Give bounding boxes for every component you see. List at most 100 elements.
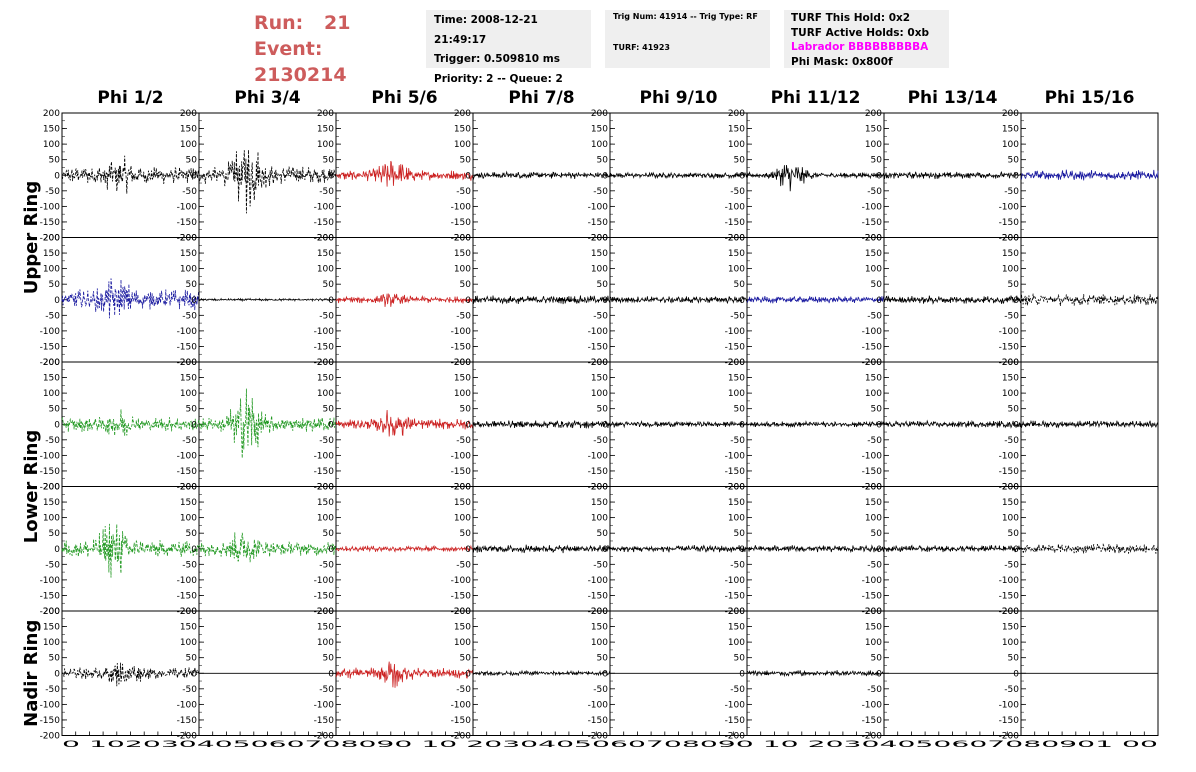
y-tick-label: -100 bbox=[40, 202, 61, 212]
y-tick-label: -200 bbox=[588, 234, 609, 244]
y-tick-label: 150 bbox=[317, 498, 334, 508]
y-tick-label: -50 bbox=[182, 560, 197, 570]
y-tick-label: 100 bbox=[591, 638, 608, 648]
y-tick-label: 0 bbox=[876, 296, 882, 306]
y-tick-label: -200 bbox=[177, 234, 198, 244]
y-tick-label: -50 bbox=[867, 187, 882, 197]
y-tick-label: 200 bbox=[180, 483, 197, 493]
y-tick-label: 100 bbox=[317, 140, 334, 150]
y-tick-label: 200 bbox=[728, 109, 745, 119]
y-tick-label: 0 bbox=[191, 296, 197, 306]
y-tick-label: 100 bbox=[865, 389, 882, 399]
y-tick-label: -200 bbox=[451, 607, 472, 617]
y-tick-label: 200 bbox=[180, 109, 197, 119]
y-tick-label: -200 bbox=[314, 483, 335, 493]
y-tick-label: -150 bbox=[862, 218, 883, 228]
y-tick-label: -50 bbox=[1004, 560, 1019, 570]
y-tick-label: 50 bbox=[186, 529, 198, 539]
waveform-trace bbox=[335, 293, 474, 307]
turf-text: TURF: 41923 bbox=[613, 43, 670, 52]
y-tick-label: 0 bbox=[876, 171, 882, 181]
y-tick-label: -100 bbox=[451, 202, 472, 212]
y-tick-label: -150 bbox=[40, 591, 61, 601]
waveform-trace bbox=[61, 409, 200, 437]
y-tick-label: 150 bbox=[728, 498, 745, 508]
y-tick-label: -100 bbox=[725, 451, 746, 461]
y-tick-label: 50 bbox=[186, 654, 198, 664]
y-tick-label: 0 bbox=[54, 171, 60, 181]
waveform-trace bbox=[883, 171, 1022, 180]
y-tick-label: 50 bbox=[734, 654, 746, 664]
y-tick-label: 0 bbox=[54, 545, 60, 555]
y-tick-label: -50 bbox=[867, 436, 882, 446]
y-tick-label: 100 bbox=[454, 140, 471, 150]
y-tick-label: -200 bbox=[40, 234, 61, 244]
y-tick-label: 100 bbox=[43, 638, 60, 648]
y-tick-label: 150 bbox=[591, 249, 608, 259]
y-tick-label: -150 bbox=[999, 342, 1020, 352]
waveform-trace bbox=[472, 170, 611, 181]
labrador-text: Labrador BBBBBBBBBA bbox=[791, 41, 929, 53]
waveform-trace bbox=[472, 544, 611, 554]
y-tick-label: -50 bbox=[182, 685, 197, 695]
panel-frame bbox=[1020, 237, 1159, 363]
y-tick-label: -100 bbox=[588, 700, 609, 710]
y-tick-label: -100 bbox=[999, 700, 1020, 710]
y-tick-label: 100 bbox=[43, 389, 60, 399]
y-tick-label: 150 bbox=[728, 125, 745, 135]
y-tick-label: 150 bbox=[865, 498, 882, 508]
trig-num-box: Trig Num: 41914 -- Trig Type: RF TURF: 4… bbox=[605, 10, 770, 68]
y-tick-label: 0 bbox=[191, 545, 197, 555]
y-tick-label: 50 bbox=[871, 280, 883, 290]
y-tick-label: 150 bbox=[454, 623, 471, 633]
y-tick-label: -100 bbox=[725, 202, 746, 212]
y-tick-label: -100 bbox=[999, 451, 1020, 461]
y-tick-label: 200 bbox=[591, 234, 608, 244]
y-tick-label: -200 bbox=[999, 732, 1020, 742]
y-tick-label: 0 bbox=[1013, 669, 1019, 679]
column-title: Phi 5/6 bbox=[371, 88, 437, 108]
y-tick-label: -150 bbox=[40, 467, 61, 477]
y-tick-label: 150 bbox=[43, 374, 60, 384]
y-tick-label: 0 bbox=[876, 669, 882, 679]
y-tick-label: -150 bbox=[862, 591, 883, 601]
y-tick-label: 100 bbox=[454, 389, 471, 399]
y-tick-label: -50 bbox=[456, 436, 471, 446]
y-tick-label: 150 bbox=[180, 623, 197, 633]
y-tick-label: -100 bbox=[862, 451, 883, 461]
y-tick-label: 150 bbox=[180, 249, 197, 259]
y-tick-label: -200 bbox=[314, 732, 335, 742]
y-tick-label: 200 bbox=[728, 358, 745, 368]
y-tick-label: 150 bbox=[317, 125, 334, 135]
y-tick-label: -50 bbox=[593, 560, 608, 570]
y-tick-label: 100 bbox=[1002, 265, 1019, 275]
y-tick-label: 100 bbox=[728, 140, 745, 150]
y-tick-label: -150 bbox=[725, 218, 746, 228]
y-tick-label: -100 bbox=[862, 700, 883, 710]
waveform-trace bbox=[472, 295, 611, 305]
waveform-trace bbox=[61, 523, 200, 578]
y-tick-label: -150 bbox=[314, 218, 335, 228]
y-tick-label: -100 bbox=[314, 576, 335, 586]
waveform-trace bbox=[1020, 169, 1159, 181]
y-tick-label: 50 bbox=[49, 405, 61, 415]
y-tick-label: 200 bbox=[728, 607, 745, 617]
y-tick-label: 200 bbox=[43, 607, 60, 617]
waveform-trace bbox=[746, 164, 885, 192]
y-tick-label: -100 bbox=[177, 202, 198, 212]
y-tick-label: 50 bbox=[186, 156, 198, 166]
y-tick-label: -200 bbox=[588, 732, 609, 742]
y-tick-label: 100 bbox=[180, 389, 197, 399]
y-tick-label: -100 bbox=[862, 327, 883, 337]
waveform-trace bbox=[1020, 419, 1159, 429]
y-tick-label: 100 bbox=[865, 514, 882, 524]
y-tick-label: -100 bbox=[588, 202, 609, 212]
y-tick-label: -50 bbox=[182, 187, 197, 197]
waveform-trace bbox=[198, 532, 337, 563]
y-tick-label: -150 bbox=[314, 591, 335, 601]
y-tick-label: 50 bbox=[460, 654, 472, 664]
waveform-trace bbox=[198, 297, 337, 303]
y-tick-label: -50 bbox=[730, 560, 745, 570]
y-tick-label: -100 bbox=[999, 202, 1020, 212]
